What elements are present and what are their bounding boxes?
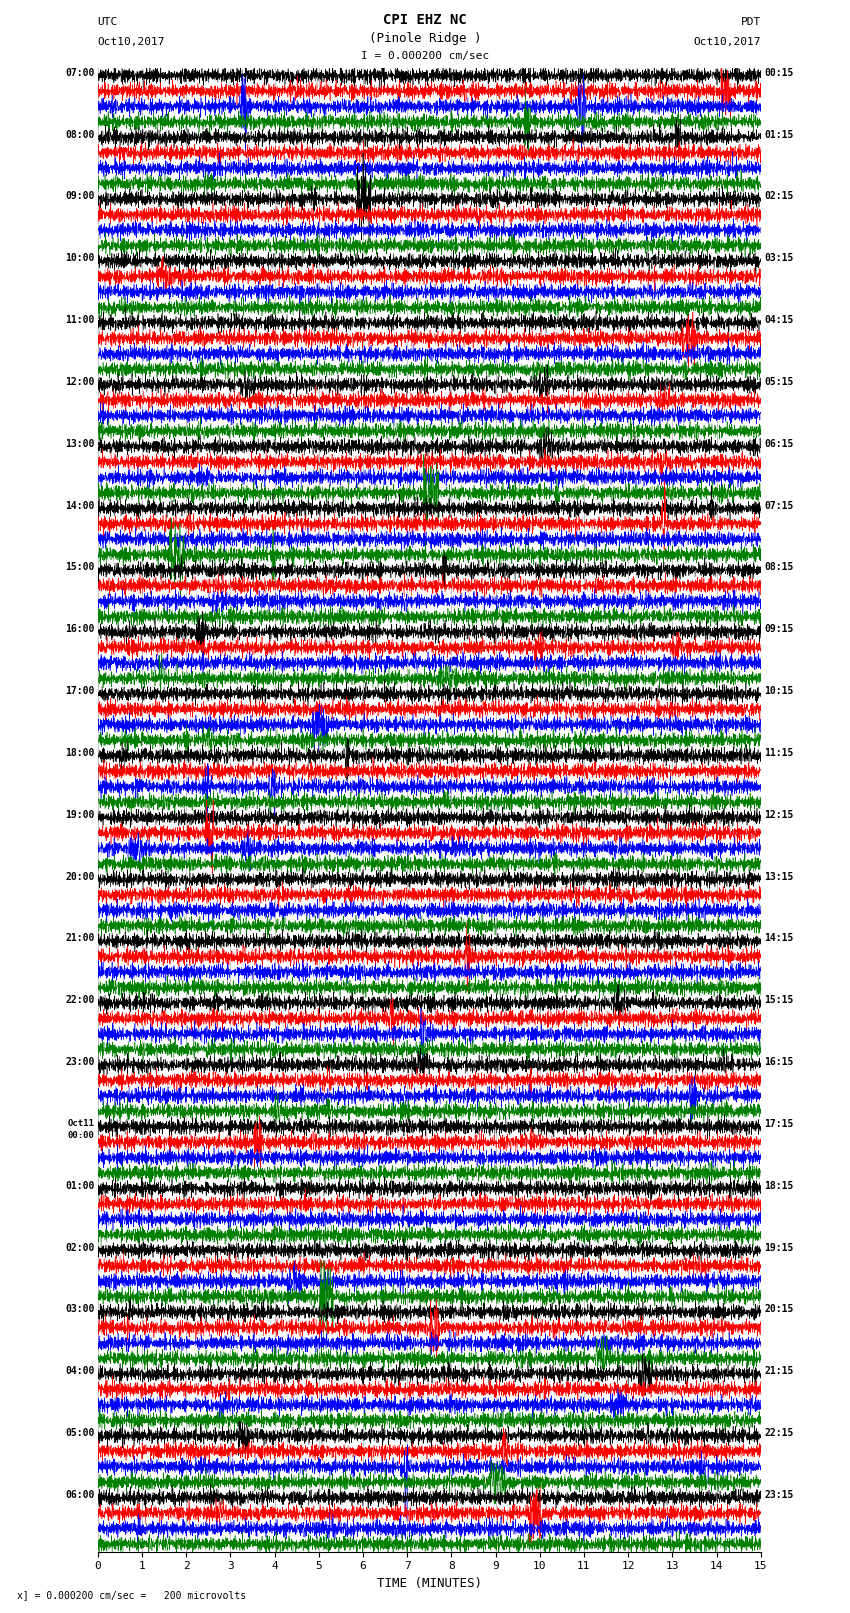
Text: 10:00: 10:00: [65, 253, 94, 263]
Text: Oct10,2017: Oct10,2017: [98, 37, 165, 47]
Text: 01:15: 01:15: [764, 129, 793, 140]
Text: PDT: PDT: [740, 18, 761, 27]
Text: 19:15: 19:15: [764, 1242, 793, 1253]
Text: 04:15: 04:15: [764, 315, 793, 326]
Text: Oct11: Oct11: [67, 1119, 94, 1127]
Text: 23:15: 23:15: [764, 1490, 793, 1500]
Text: 16:15: 16:15: [764, 1057, 793, 1068]
Text: 06:15: 06:15: [764, 439, 793, 448]
Text: 09:00: 09:00: [65, 192, 94, 202]
Text: 20:00: 20:00: [65, 871, 94, 882]
Text: (Pinole Ridge ): (Pinole Ridge ): [369, 32, 481, 45]
Text: CPI EHZ NC: CPI EHZ NC: [383, 13, 467, 27]
Text: 23:00: 23:00: [65, 1057, 94, 1068]
Text: 21:15: 21:15: [764, 1366, 793, 1376]
Text: 11:15: 11:15: [764, 748, 793, 758]
Text: 17:15: 17:15: [764, 1119, 793, 1129]
Text: 14:00: 14:00: [65, 500, 94, 511]
Text: x] = 0.000200 cm/sec =   200 microvolts: x] = 0.000200 cm/sec = 200 microvolts: [17, 1590, 246, 1600]
Text: 05:15: 05:15: [764, 377, 793, 387]
Text: 13:00: 13:00: [65, 439, 94, 448]
Text: 10:15: 10:15: [764, 686, 793, 697]
Text: 19:00: 19:00: [65, 810, 94, 819]
Text: 02:00: 02:00: [65, 1242, 94, 1253]
Text: 00:00: 00:00: [67, 1131, 94, 1140]
Text: 03:00: 03:00: [65, 1305, 94, 1315]
Text: 13:15: 13:15: [764, 871, 793, 882]
Text: UTC: UTC: [98, 18, 118, 27]
Text: 22:15: 22:15: [764, 1428, 793, 1439]
Text: 15:00: 15:00: [65, 563, 94, 573]
Text: 02:15: 02:15: [764, 192, 793, 202]
Text: 14:15: 14:15: [764, 934, 793, 944]
Text: 18:00: 18:00: [65, 748, 94, 758]
Text: 07:15: 07:15: [764, 500, 793, 511]
Text: 08:15: 08:15: [764, 563, 793, 573]
Text: 03:15: 03:15: [764, 253, 793, 263]
Text: 09:15: 09:15: [764, 624, 793, 634]
Text: 17:00: 17:00: [65, 686, 94, 697]
Text: 05:00: 05:00: [65, 1428, 94, 1439]
Text: 12:00: 12:00: [65, 377, 94, 387]
Text: 22:00: 22:00: [65, 995, 94, 1005]
Text: 15:15: 15:15: [764, 995, 793, 1005]
Text: 11:00: 11:00: [65, 315, 94, 326]
Text: 00:15: 00:15: [764, 68, 793, 77]
Text: 01:00: 01:00: [65, 1181, 94, 1190]
Text: 16:00: 16:00: [65, 624, 94, 634]
Text: 07:00: 07:00: [65, 68, 94, 77]
X-axis label: TIME (MINUTES): TIME (MINUTES): [377, 1578, 482, 1590]
Text: Oct10,2017: Oct10,2017: [694, 37, 761, 47]
Text: I = 0.000200 cm/sec: I = 0.000200 cm/sec: [361, 52, 489, 61]
Text: 12:15: 12:15: [764, 810, 793, 819]
Text: 08:00: 08:00: [65, 129, 94, 140]
Text: 21:00: 21:00: [65, 934, 94, 944]
Text: 18:15: 18:15: [764, 1181, 793, 1190]
Text: 20:15: 20:15: [764, 1305, 793, 1315]
Text: 04:00: 04:00: [65, 1366, 94, 1376]
Text: 06:00: 06:00: [65, 1490, 94, 1500]
